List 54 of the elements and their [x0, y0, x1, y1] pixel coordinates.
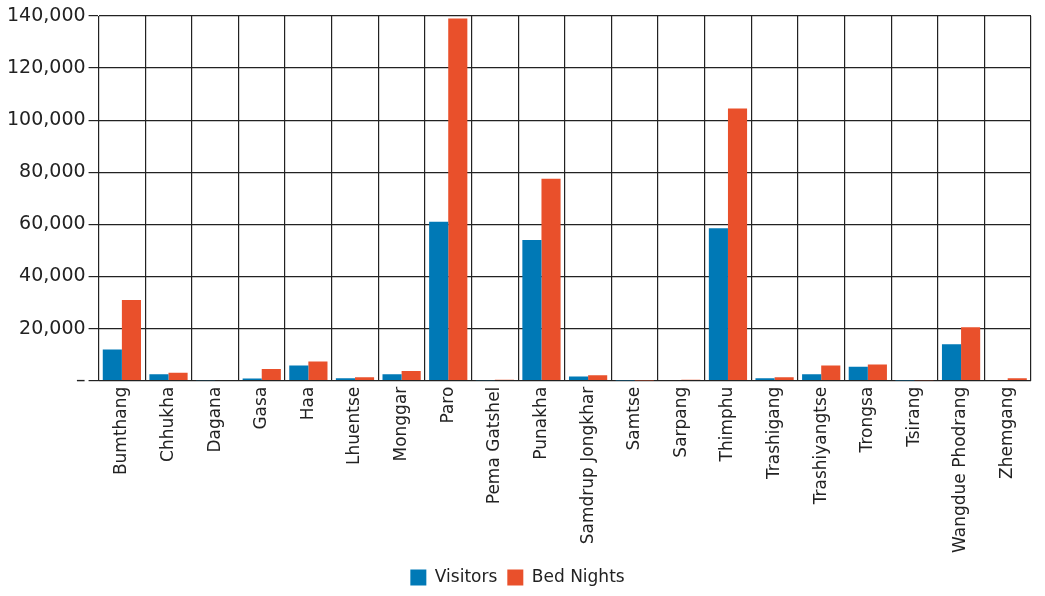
y-tick-label: –: [76, 367, 86, 390]
x-tick-label: Punakha: [529, 386, 550, 460]
x-tick-label: Monggar: [390, 386, 411, 462]
legend-label: Visitors: [434, 565, 498, 586]
y-tick-label: 60,000: [19, 211, 86, 234]
x-tick-label: Trashigang: [763, 386, 783, 481]
bar: [401, 371, 421, 381]
bar: [774, 377, 794, 381]
bar: [848, 366, 868, 381]
x-tick-label: Pema Gatshel: [483, 386, 504, 505]
x-tick-label: Lhuentse: [343, 386, 364, 465]
bar: [802, 374, 822, 381]
x-tick-label: Samtse: [623, 386, 644, 451]
x-tick-label: Chhukha: [156, 386, 177, 462]
legend-label: Bed Nights: [531, 565, 625, 586]
y-tick-label: 140,000: [6, 2, 86, 25]
bar: [941, 344, 962, 381]
x-tick-label: Bumthang: [110, 386, 131, 476]
bar: [867, 364, 887, 381]
bar: [448, 18, 468, 381]
y-tick-label: 80,000: [19, 159, 86, 182]
bar: [308, 361, 328, 381]
bar: [541, 178, 561, 381]
x-tick-label: Trashiyangtse: [809, 386, 830, 506]
bar: [149, 374, 169, 381]
bar: [168, 372, 188, 381]
bar: [102, 349, 122, 381]
bar: [121, 299, 141, 381]
x-tick-label: Dagana: [203, 386, 224, 453]
x-tick-label: Trongsa: [856, 386, 877, 454]
x-tick-label: Gasa: [250, 386, 271, 430]
x-tick-label: Sarpang: [669, 386, 690, 458]
y-tick-label: 120,000: [6, 55, 86, 78]
bar: [588, 375, 608, 381]
bar: [727, 108, 748, 381]
y-tick-label: 40,000: [19, 263, 86, 286]
x-tick-label: Samdrup Jongkhar: [576, 386, 597, 545]
x-tick-label: Wangdue Phodrang: [949, 386, 970, 554]
y-tick-label: 100,000: [6, 107, 86, 130]
x-tick-label: Haa: [296, 386, 317, 421]
bar: [261, 368, 281, 381]
bar: [289, 365, 309, 381]
bar: [382, 374, 402, 381]
x-tick-label: Thimphu: [716, 386, 737, 463]
bar: [708, 228, 728, 381]
x-tick-label: Tsirang: [902, 386, 923, 448]
bar: [354, 377, 375, 381]
bar: [821, 365, 841, 381]
bar: [961, 327, 981, 381]
x-tick-label: Zhemgang: [996, 386, 1017, 479]
y-tick-label: 20,000: [19, 315, 86, 338]
x-tick-label: Paro: [436, 386, 457, 424]
bar: [429, 221, 449, 381]
bar: [522, 240, 542, 381]
